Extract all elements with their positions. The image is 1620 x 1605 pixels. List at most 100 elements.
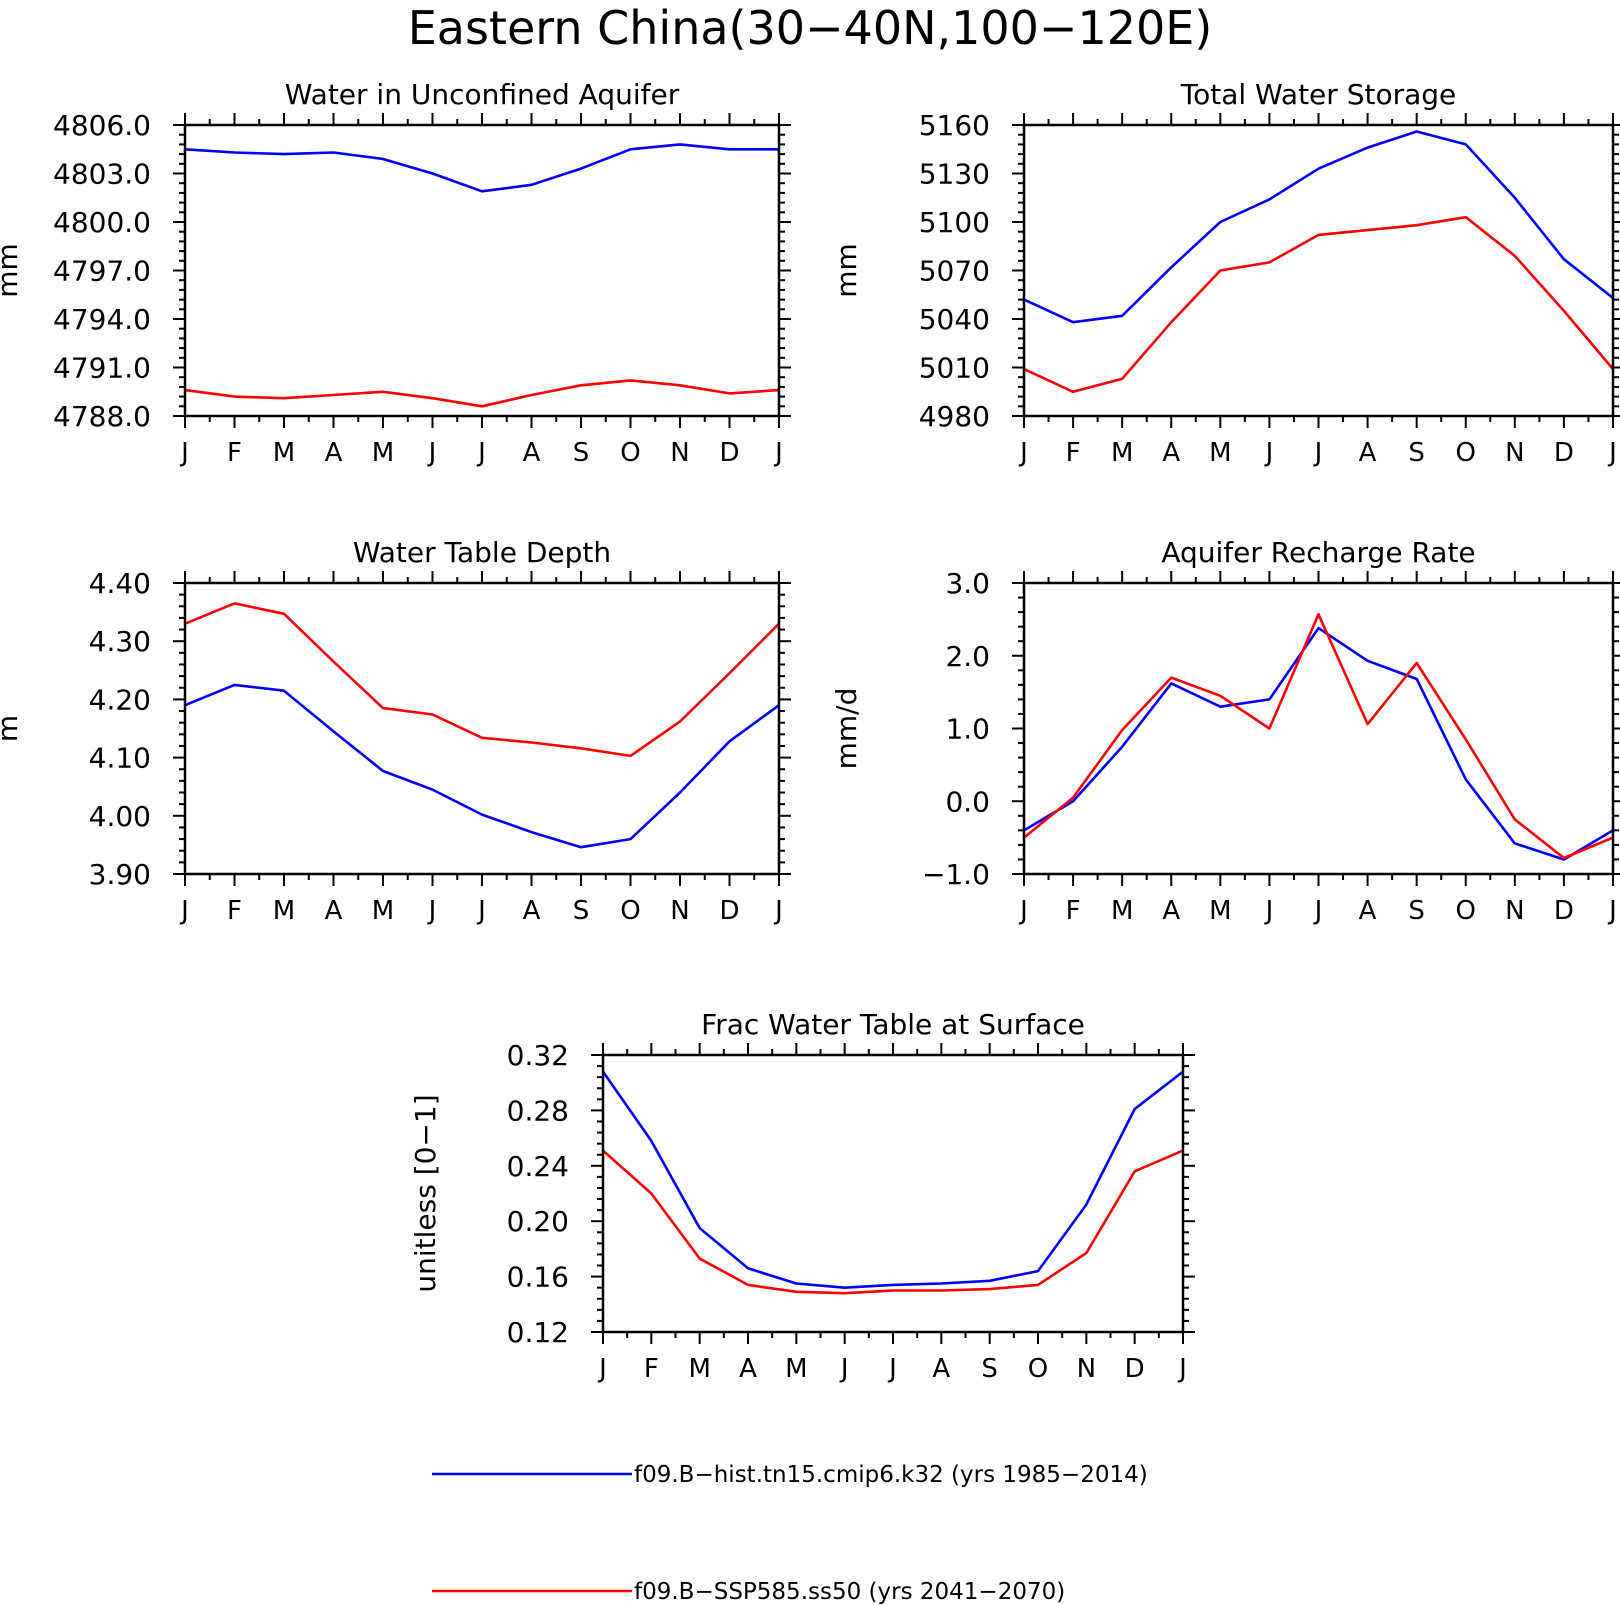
x-tick-label: J xyxy=(427,896,437,926)
x-tick-label: D xyxy=(1554,896,1574,926)
x-tick-label: A xyxy=(523,896,541,926)
plot-frame xyxy=(1022,123,1615,418)
y-axis-label: unitless [0−1] xyxy=(409,1094,442,1292)
x-tick-label: O xyxy=(1456,896,1476,926)
x-tick-label: M xyxy=(273,438,295,468)
y-tick-label: 4803.0 xyxy=(53,158,151,191)
x-tick-label: D xyxy=(1554,438,1574,468)
plot-frame xyxy=(1022,581,1615,876)
figure-title: Eastern China(30−40N,100−120E) xyxy=(408,1,1213,55)
x-tick-label: M xyxy=(273,896,295,926)
y-tick-label: 4.30 xyxy=(89,625,151,658)
x-tick-label: J xyxy=(597,1354,607,1384)
panel-title: Water in Unconfined Aquifer xyxy=(285,78,680,111)
x-tick-label: N xyxy=(670,896,689,926)
x-tick-label: A xyxy=(1359,438,1377,468)
y-tick-label: 2.0 xyxy=(945,640,990,673)
panel-title: Total Water Storage xyxy=(1180,78,1457,111)
x-tick-label: S xyxy=(981,1354,998,1384)
y-tick-label: 1.0 xyxy=(945,713,990,746)
x-tick-label: A xyxy=(325,438,343,468)
x-tick-label: N xyxy=(1077,1354,1096,1384)
x-tick-label: J xyxy=(476,438,486,468)
x-tick-label: M xyxy=(1209,438,1231,468)
legend-label-ssp585: f09.B−SSP585.ss50 (yrs 2041−2070) xyxy=(634,1579,1065,1605)
y-axis-label: m xyxy=(0,715,24,742)
series-line-hist xyxy=(184,143,779,193)
x-tick-label: S xyxy=(1408,896,1425,926)
x-tick-label: F xyxy=(1066,438,1081,468)
series-line-hist xyxy=(184,683,780,849)
x-tick-label: S xyxy=(573,896,590,926)
y-tick-label: 3.0 xyxy=(945,567,990,600)
legend-item-ssp585: f09.B−SSP585.ss50 (yrs 2041−2070) xyxy=(432,1579,1065,1605)
y-tick-label: 5130 xyxy=(919,158,990,191)
x-tick-label: A xyxy=(1162,438,1180,468)
y-tick-label: 0.12 xyxy=(507,1316,569,1349)
y-tick-label: 5160 xyxy=(919,109,990,142)
y-axis-label: mm xyxy=(830,243,863,298)
x-tick-label: J xyxy=(1018,896,1028,926)
x-tick-label: M xyxy=(1111,896,1133,926)
legend-label-hist: f09.B−hist.tn15.cmip6.k32 (yrs 1985−2014… xyxy=(634,1462,1148,1488)
y-axis-label: mm/d xyxy=(830,688,863,770)
x-tick-label: S xyxy=(1408,438,1425,468)
x-tick-label: F xyxy=(227,896,242,926)
legend: f09.B−hist.tn15.cmip6.k32 (yrs 1985−2014… xyxy=(432,1462,1148,1605)
panel-title: Aquifer Recharge Rate xyxy=(1161,536,1475,569)
series-line-hist xyxy=(1023,626,1614,861)
plot-frame xyxy=(601,1053,1185,1334)
y-tick-label: 4788.0 xyxy=(53,400,151,433)
plot-frame xyxy=(183,581,781,876)
x-tick-label: J xyxy=(476,896,486,926)
x-tick-label: J xyxy=(1607,438,1617,468)
x-tick-label: J xyxy=(1264,896,1274,926)
y-tick-label: 4.20 xyxy=(89,683,151,716)
x-tick-label: N xyxy=(1505,896,1524,926)
y-tick-label: 4.10 xyxy=(89,742,151,775)
x-tick-label: J xyxy=(179,896,189,926)
x-tick-label: J xyxy=(1607,896,1617,926)
x-tick-label: M xyxy=(1209,896,1231,926)
series-line-hist xyxy=(1023,130,1614,324)
x-tick-label: N xyxy=(1505,438,1524,468)
x-tick-label: A xyxy=(932,1354,950,1384)
y-tick-label: 0.28 xyxy=(507,1094,569,1127)
x-tick-label: O xyxy=(620,438,640,468)
y-tick-label: 0.20 xyxy=(507,1205,569,1238)
x-tick-label: J xyxy=(887,1354,897,1384)
series-line-ssp585 xyxy=(602,1149,1184,1295)
series-line-ssp585 xyxy=(184,379,780,408)
x-tick-label: F xyxy=(644,1354,659,1384)
plot-frame xyxy=(183,123,781,418)
x-tick-label: D xyxy=(719,438,739,468)
y-tick-label: 5070 xyxy=(919,255,990,288)
series-line-ssp585 xyxy=(184,602,780,758)
x-tick-label: M xyxy=(785,1354,807,1384)
y-tick-label: 5100 xyxy=(919,206,990,239)
y-tick-label: 4797.0 xyxy=(53,255,151,288)
y-tick-label: 4806.0 xyxy=(53,109,151,142)
series-line-ssp585 xyxy=(1023,215,1614,394)
y-tick-label: 4794.0 xyxy=(53,303,151,336)
x-tick-label: M xyxy=(688,1354,710,1384)
y-tick-label: 0.0 xyxy=(945,785,990,818)
x-tick-label: J xyxy=(773,896,783,926)
y-tick-label: 5040 xyxy=(919,303,990,336)
y-tick-label: 4.00 xyxy=(89,800,151,833)
x-tick-label: J xyxy=(1313,438,1323,468)
x-tick-label: A xyxy=(739,1354,757,1384)
x-tick-label: S xyxy=(573,438,590,468)
x-tick-label: A xyxy=(325,896,343,926)
panel-title: Water Table Depth xyxy=(353,536,611,569)
x-tick-label: F xyxy=(227,438,242,468)
y-tick-label: 0.24 xyxy=(507,1150,569,1183)
y-tick-label: 4800.0 xyxy=(53,206,151,239)
y-tick-label: 3.90 xyxy=(89,858,151,891)
x-tick-label: M xyxy=(1111,438,1133,468)
